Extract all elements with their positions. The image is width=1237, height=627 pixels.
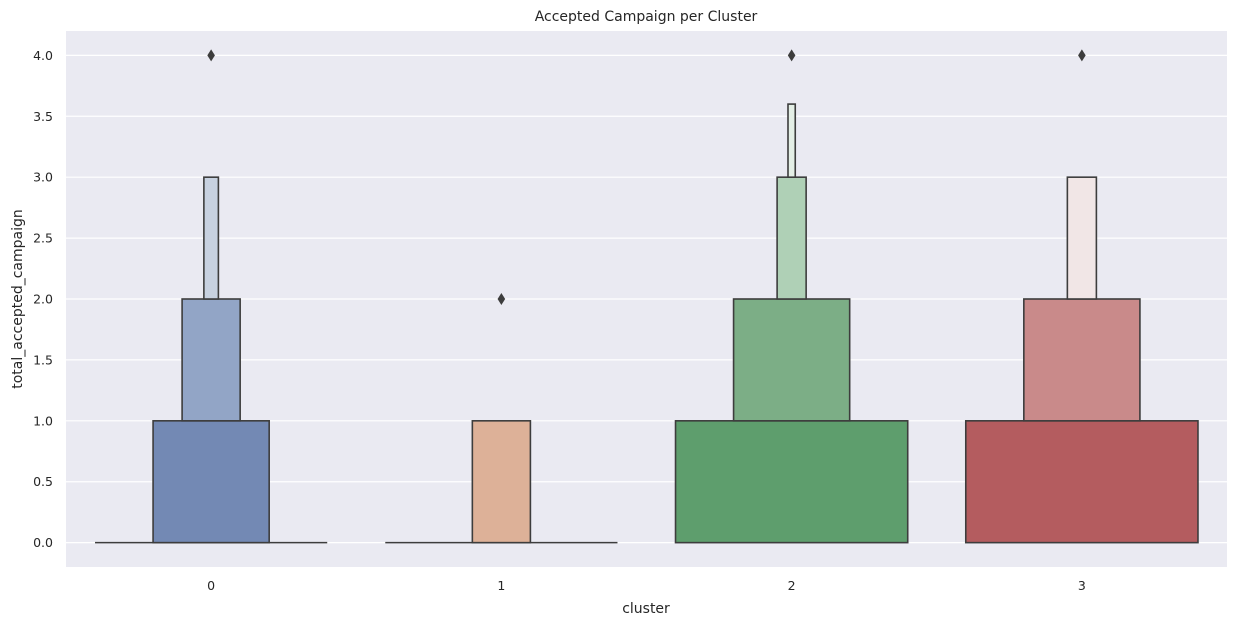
boxen-level-cluster-3 [1023,298,1141,422]
y-tick-label: 1.5 [33,352,53,367]
boxen-level-cluster-0 [203,176,220,300]
boxen-level-cluster-1 [471,420,532,544]
y-axis-label: total_accepted_campaign [10,209,26,389]
chart-title: Accepted Campaign per Cluster [535,9,758,25]
x-tick-label: 1 [497,578,505,593]
x-tick-label: 0 [207,578,215,593]
outlier-point-cluster-2 [787,49,796,62]
boxen-marks [95,103,1199,544]
y-tick-label: 4.0 [33,48,53,63]
y-tick-label: 0.0 [33,535,53,550]
boxen-level-cluster-3 [964,420,1199,544]
x-tick-label: 3 [1078,578,1086,593]
y-tick-labels: 0.0 0.5 1.0 1.5 2.0 2.5 3.0 3.5 4.0 [33,48,53,550]
y-tick-label: 3.5 [33,109,53,124]
boxen-level-cluster-3 [1066,176,1098,300]
boxen-level-cluster-0 [152,420,270,544]
x-tick-labels: 0 1 2 3 [207,578,1086,593]
y-tick-label: 1.0 [33,413,53,428]
boxen-level-cluster-0 [181,298,241,422]
outlier-point-cluster-3 [1078,49,1086,62]
boxen-level-cluster-2 [776,176,807,300]
boxen-level-cluster-2 [674,420,909,544]
y-tick-label: 2.0 [33,292,53,307]
x-axis-label: cluster [622,601,670,617]
boxen-level-cluster-2 [787,103,797,178]
outlier-point-cluster-1 [497,293,506,305]
y-tick-label: 2.5 [33,231,53,246]
outlier-marks [207,49,1086,305]
y-tick-label: 0.5 [33,474,53,489]
boxen-level-cluster-2 [732,298,851,422]
x-tick-label: 2 [788,578,796,593]
outlier-point-cluster-0 [207,49,215,62]
y-tick-label: 3.0 [33,170,53,185]
